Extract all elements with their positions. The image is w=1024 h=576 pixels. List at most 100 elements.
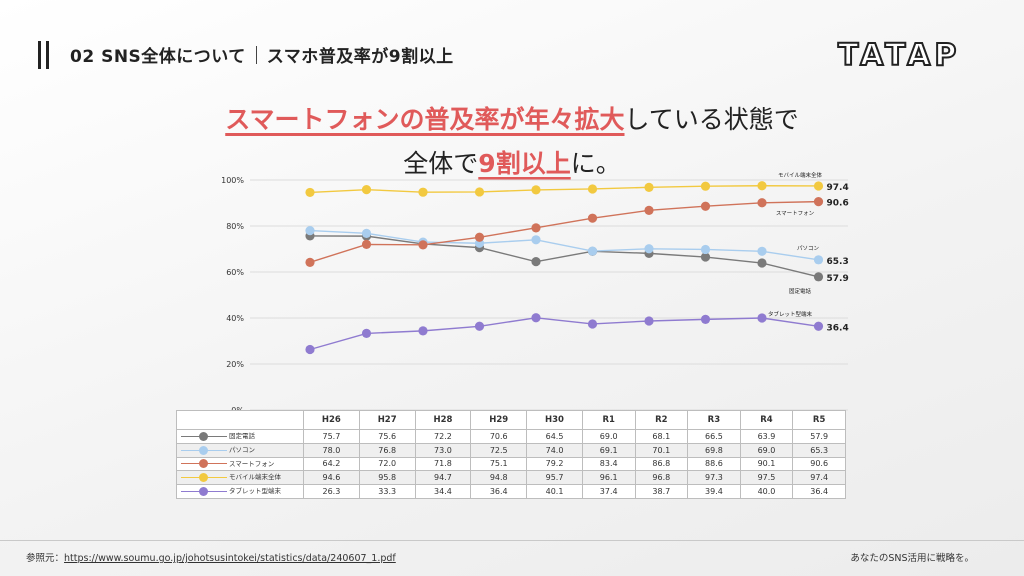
table-cell: 34.4 [414, 484, 472, 499]
table-cell: 94.6 [303, 470, 360, 486]
legend-dot [199, 445, 208, 455]
series-name-label: モバイル端末全体 [778, 171, 823, 179]
data-point [418, 240, 428, 250]
table-row-label: 固定電話 [176, 429, 304, 444]
table-cell: 90.6 [792, 456, 846, 472]
data-point [531, 257, 541, 267]
data-point [813, 181, 824, 191]
page-title: 02 SNS全体について スマホ普及率が9割以上 [70, 42, 454, 67]
table-cell: 75.7 [303, 429, 360, 444]
legend-label: タブレット型端末 [229, 487, 281, 496]
data-point [531, 235, 541, 245]
table-row-label: パソコン [176, 442, 304, 458]
table-cell: 88.6 [687, 456, 741, 472]
data-point [361, 185, 372, 195]
table-cell: 72.2 [414, 429, 472, 444]
section-title: 02 SNS全体について [70, 47, 246, 67]
source-link[interactable]: https://www.soumu.go.jp/johotsusintokei/… [64, 553, 396, 564]
data-table: H26 H27 H28 H29 H30 R1 R2 R3 R4 R5 固定電話 75.7 75.6 72.… [176, 410, 846, 499]
table-cell: 69.8 [687, 442, 741, 458]
data-point [531, 185, 541, 195]
source-label: 参照元： [26, 553, 65, 564]
table-row: パソコン 78.0 76.8 73.0 72.5 74.0 69.1 70.1 69.8 69.0… [176, 442, 846, 458]
table-cell: 40.1 [526, 484, 583, 499]
table-row: タブレット型端末 26.3 33.3 34.4 36.4 40.1 37.4 38.7 39.4… [176, 484, 846, 499]
legend-label: スマートフォン [229, 459, 275, 468]
y-tick-label: 80% [226, 222, 244, 231]
data-point [361, 328, 372, 339]
data-point [813, 272, 824, 282]
y-tick-label: 60% [226, 268, 244, 277]
table-cell: 36.4 [470, 484, 528, 499]
table-cell: 76.8 [358, 442, 416, 458]
table-cell: 79.2 [526, 456, 583, 472]
section-subtitle: スマホ普及率が9割以上 [266, 47, 454, 67]
headline-emphasis-1: スマートフォンの普及率が年々拡大 [225, 105, 625, 134]
table-cell: 94.8 [470, 470, 528, 486]
headline-text-2a: 全体で [403, 149, 479, 178]
legend-dot [199, 431, 208, 441]
legend-dot [199, 473, 208, 483]
table-cell: 26.3 [303, 484, 360, 499]
headline-line-2: 全体で9割以上に。 [0, 144, 1024, 180]
y-tick-label: 100% [221, 176, 244, 185]
table-row: 固定電話 75.7 75.6 72.2 70.6 64.5 69.0 68.1 66.5 63.9… [176, 429, 846, 444]
table-cell: 74.0 [526, 442, 583, 458]
data-point [644, 244, 654, 254]
table-cell: 97.4 [792, 470, 846, 486]
table-row: モバイル端末全体 94.6 95.8 94.7 94.8 95.7 96.1 96.8 97.3… [176, 470, 846, 486]
data-point [757, 258, 767, 268]
table-row-label: スマートフォン [176, 456, 304, 472]
data-point [813, 255, 824, 265]
table-cell: 57.9 [792, 429, 846, 444]
data-point [305, 226, 315, 236]
series-line [309, 317, 819, 351]
table-cell: 68.1 [634, 429, 689, 444]
table-cell: 64.5 [526, 429, 583, 444]
data-point [757, 313, 767, 323]
y-tick-label: 40% [226, 314, 244, 323]
data-point [700, 181, 711, 191]
table-cell: 96.1 [581, 470, 636, 486]
headline-line-1: スマートフォンの普及率が年々拡大している状態で [0, 100, 1024, 136]
table-cell: 69.0 [581, 429, 636, 444]
table-cell: 72.5 [470, 442, 528, 458]
data-point [700, 252, 711, 262]
data-point [587, 213, 598, 223]
data-point [531, 223, 541, 233]
headline-emphasis-2: 9割以上 [478, 149, 571, 178]
footer-tagline: あなたのSNS活用に戦略を。 [850, 553, 974, 564]
data-point [700, 244, 711, 255]
data-point [305, 344, 315, 355]
data-point [700, 201, 711, 211]
table-header-cell: H28 [414, 410, 472, 430]
legend-dot [199, 487, 208, 497]
series-name-label: スマートフォン [776, 210, 815, 217]
end-value-label: 97.4 [827, 183, 849, 193]
table-cell: 70.1 [634, 442, 689, 458]
table-cell: 38.7 [634, 484, 689, 499]
series-line [309, 235, 819, 278]
table-cell: 36.4 [792, 484, 846, 499]
table-cell: 97.3 [687, 470, 741, 486]
table-header-cell: H26 [303, 410, 360, 430]
table-cell: 72.0 [358, 456, 416, 472]
table-cell: 71.8 [414, 456, 472, 472]
series-name-label: タブレット型端末 [768, 310, 813, 318]
end-value-label: 36.4 [827, 323, 849, 333]
table-cell: 69.0 [739, 442, 794, 458]
table-cell: 66.5 [687, 429, 741, 444]
table-cell: 96.8 [634, 470, 689, 486]
table-cell: 95.7 [526, 470, 583, 486]
headline-text-2b: に。 [570, 149, 621, 178]
data-point [587, 319, 598, 329]
data-point [418, 326, 428, 336]
data-point [474, 232, 485, 242]
data-point [474, 321, 485, 331]
table-header-cell: R3 [687, 410, 741, 430]
table-cell: 40.0 [739, 484, 794, 499]
end-value-label: 57.9 [827, 274, 849, 284]
series-line [309, 229, 819, 261]
end-value-label: 65.3 [827, 257, 849, 267]
table-header-cell: R1 [581, 410, 636, 430]
